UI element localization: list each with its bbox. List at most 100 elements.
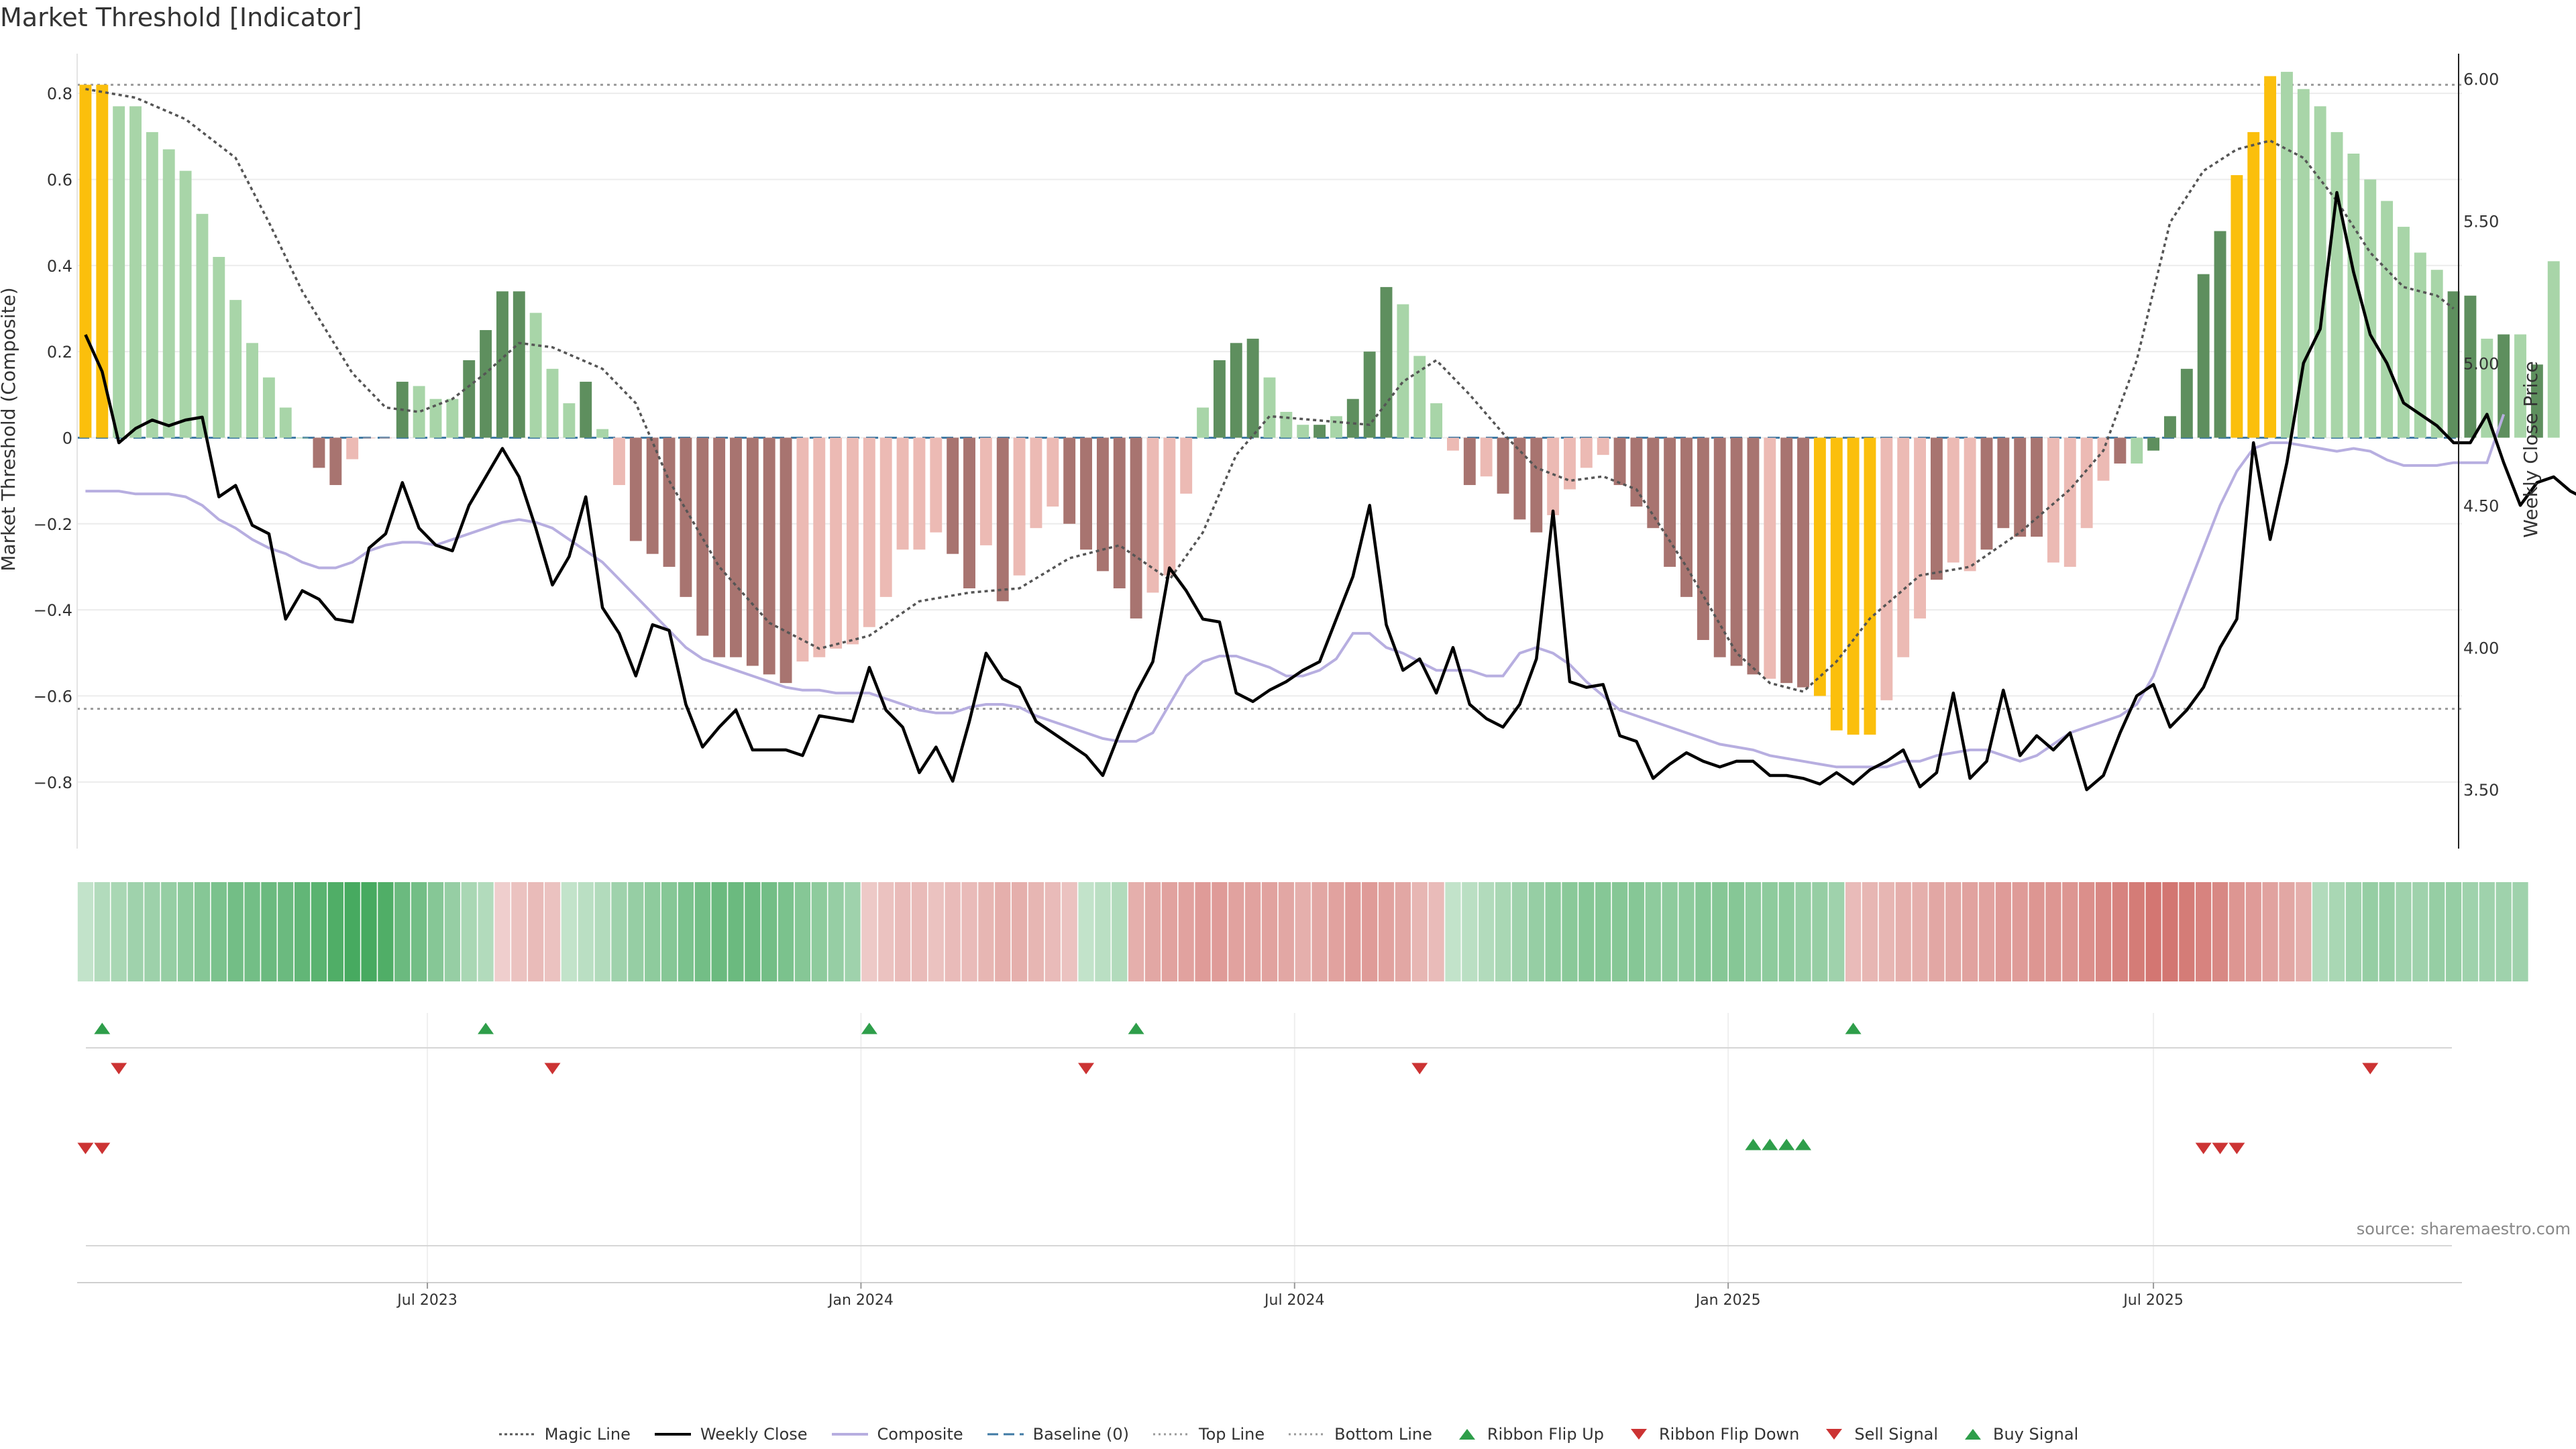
composite-bar	[463, 360, 476, 438]
composite-bar	[1780, 437, 1793, 684]
legend-label: Magic Line	[544, 1425, 631, 1444]
ribbon-cell	[1795, 882, 1811, 981]
legend-label: Weekly Close	[700, 1425, 808, 1444]
composite-bar	[496, 291, 508, 438]
composite-bar	[1030, 437, 1042, 529]
ribbon-cell	[1962, 882, 1978, 981]
ribbon-cell	[1862, 882, 1878, 981]
ribbon-cell	[1078, 882, 1094, 981]
composite-bar	[1647, 437, 1660, 529]
composite-bar	[2180, 368, 2193, 438]
composite-bar	[1997, 437, 2010, 529]
sell-signal-marker	[2229, 1142, 2245, 1155]
ribbon-cell	[594, 882, 610, 981]
ribbon-cell	[2412, 882, 2428, 981]
composite-bar	[963, 437, 975, 589]
composite-bar	[480, 330, 492, 438]
composite-bar	[2031, 437, 2043, 537]
ribbon-cell	[1044, 882, 1061, 981]
ribbon-cell	[1645, 882, 1661, 981]
composite-bar	[813, 437, 826, 657]
ribbon-cell	[2312, 882, 2328, 981]
composite-bar	[1330, 416, 1342, 438]
y-tick-label: −0.8	[34, 773, 72, 792]
composite-bar	[847, 437, 859, 645]
composite-bar	[262, 377, 275, 438]
ribbon-cell	[1095, 882, 1111, 981]
ribbon-cell	[2062, 882, 2078, 981]
ribbon-cell	[278, 882, 294, 981]
ribbon-cell	[777, 882, 794, 981]
ribbon-cell	[1395, 882, 1411, 981]
ribbon-cell	[1728, 882, 1745, 981]
composite-bar	[1130, 437, 1142, 619]
composite-bar	[913, 437, 926, 550]
legend-label: Baseline (0)	[1032, 1425, 1130, 1444]
ribbon-cell	[2296, 882, 2312, 981]
composite-bar	[1280, 411, 1293, 438]
legend-label: Sell Signal	[1854, 1425, 1939, 1444]
x-tick-label: Jan 2025	[1695, 1292, 1761, 1309]
composite-bar	[1880, 437, 1893, 700]
composite-bar	[1046, 437, 1059, 507]
legend-item: Composite	[830, 1425, 963, 1444]
ribbon-cell	[1428, 882, 1444, 981]
legend-label: Top Line	[1199, 1425, 1265, 1444]
composite-bar	[613, 437, 625, 486]
composite-bar	[1547, 437, 1560, 515]
legend-item: Bottom Line	[1287, 1425, 1432, 1444]
composite-bar	[730, 437, 742, 657]
y-axis-right: 6.00 5.50 5.00 4.50 4.00 3.50	[2458, 54, 2499, 849]
ribbon-cell	[394, 882, 411, 981]
composite-bar	[2281, 72, 2293, 438]
ribbon-cell	[1328, 882, 1344, 981]
composite-bar	[1213, 360, 1226, 438]
ribbon-cell	[1278, 882, 1294, 981]
ribbon-cell	[127, 882, 144, 981]
ribbon-cell	[828, 882, 844, 981]
sell-signal-marker	[2195, 1142, 2212, 1155]
ribbon-cell	[2129, 882, 2145, 981]
composite-bar	[896, 437, 909, 550]
buy-signal-marker	[1745, 1138, 1762, 1150]
composite-bar	[1146, 437, 1159, 593]
y2-tick-label: 5.00	[2463, 354, 2499, 373]
triangle-up-icon	[1458, 1429, 1475, 1440]
composite-bar	[1447, 437, 1459, 451]
composite-bar	[2447, 291, 2460, 438]
ribbon-cell	[1495, 882, 1511, 981]
x-tick-label: Jul 2025	[2122, 1292, 2184, 1309]
composite-bar	[2231, 175, 2243, 438]
composite-bar	[1297, 425, 1309, 438]
composite-bar	[1830, 437, 1843, 731]
composite-bar	[1964, 437, 1976, 572]
legend-item: Ribbon Flip Down	[1627, 1425, 1799, 1444]
ribbon-cell	[111, 882, 127, 981]
buy-signal-marker	[1795, 1138, 1812, 1150]
ribbon-cell	[1712, 882, 1728, 981]
triangle-down-icon	[1826, 1429, 1843, 1440]
composite-bar	[1980, 437, 1993, 550]
composite-bar	[229, 300, 242, 438]
legend-item: Buy Signal	[1961, 1425, 2078, 1444]
ribbon-cell	[878, 882, 894, 981]
composite-bar	[296, 437, 309, 439]
sell-signal-marker	[2212, 1142, 2229, 1155]
ribbon-cell	[2045, 882, 2061, 981]
legend-item: Top Line	[1152, 1425, 1265, 1444]
composite-bar	[1230, 343, 1242, 438]
ribbon-cell	[995, 882, 1011, 981]
ribbon-cell	[1228, 882, 1244, 981]
composite-bar	[1063, 437, 1076, 524]
composite-bar	[2163, 416, 2176, 438]
ribbon-cell	[1011, 882, 1028, 981]
legend-item: Magic Line	[498, 1425, 631, 1444]
legend-label: Composite	[877, 1425, 963, 1444]
ribbon-cell	[1812, 882, 1828, 981]
ribbon-flip-down-marker	[544, 1063, 561, 1075]
ribbon-cell	[161, 882, 177, 981]
ribbon-cell	[1479, 882, 1495, 981]
ribbon-cell	[678, 882, 694, 981]
ribbon-cell	[1662, 882, 1678, 981]
composite-bar	[246, 343, 258, 438]
